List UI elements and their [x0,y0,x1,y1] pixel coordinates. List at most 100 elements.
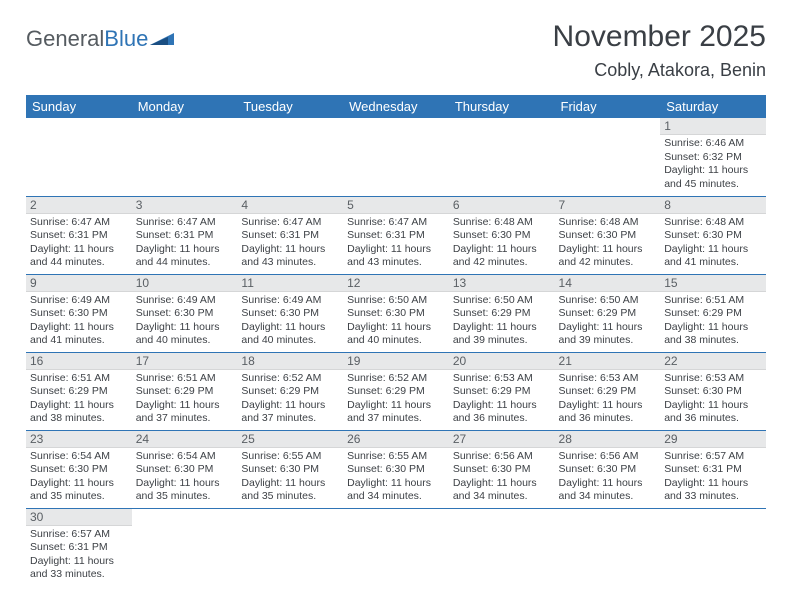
calendar-cell [132,118,238,196]
day-body: Sunrise: 6:54 AMSunset: 6:30 PMDaylight:… [132,448,238,507]
calendar-week-row: 16Sunrise: 6:51 AMSunset: 6:29 PMDayligh… [26,352,766,430]
sunrise-text: Sunrise: 6:49 AM [241,294,339,308]
calendar-cell: 21Sunrise: 6:53 AMSunset: 6:29 PMDayligh… [555,352,661,430]
sunrise-text: Sunrise: 6:56 AM [453,450,551,464]
daylight-text: Daylight: 11 hours and 39 minutes. [453,321,551,348]
day-body: Sunrise: 6:48 AMSunset: 6:30 PMDaylight:… [555,214,661,273]
calendar-cell: 27Sunrise: 6:56 AMSunset: 6:30 PMDayligh… [449,430,555,508]
calendar-cell: 5 Sunrise: 6:47 AMSunset: 6:31 PMDaylight… [343,196,449,274]
page-root: GeneralBlue November 2025 Cobly, Atakora… [0,0,792,606]
day-body: Sunrise: 6:46 AMSunset: 6:32 PMDaylight:… [660,135,766,194]
day-body: Sunrise: 6:57 AMSunset: 6:31 PMDaylight:… [660,448,766,507]
day-body: Sunrise: 6:50 AMSunset: 6:29 PMDaylight:… [449,292,555,351]
daylight-text: Daylight: 11 hours and 35 minutes. [30,477,128,504]
calendar-cell [343,118,449,196]
daylight-text: Daylight: 11 hours and 38 minutes. [30,399,128,426]
day-number: 3 [132,197,238,214]
day-number: 17 [132,353,238,370]
sunrise-text: Sunrise: 6:54 AM [30,450,128,464]
sunrise-text: Sunrise: 6:56 AM [559,450,657,464]
sunrise-text: Sunrise: 6:48 AM [559,216,657,230]
calendar-cell [237,118,343,196]
sunrise-text: Sunrise: 6:51 AM [136,372,234,386]
daylight-text: Daylight: 11 hours and 44 minutes. [30,243,128,270]
day-number: 5 [343,197,449,214]
sunrise-text: Sunrise: 6:53 AM [453,372,551,386]
sunrise-text: Sunrise: 6:50 AM [559,294,657,308]
calendar-cell [449,508,555,586]
daylight-text: Daylight: 11 hours and 45 minutes. [664,164,762,191]
sunset-text: Sunset: 6:30 PM [241,307,339,321]
day-body: Sunrise: 6:51 AMSunset: 6:29 PMDaylight:… [660,292,766,351]
sunset-text: Sunset: 6:29 PM [347,385,445,399]
day-body: Sunrise: 6:50 AMSunset: 6:30 PMDaylight:… [343,292,449,351]
sunset-text: Sunset: 6:31 PM [30,541,128,555]
calendar-cell [555,118,661,196]
col-friday: Friday [555,95,661,118]
day-body: Sunrise: 6:56 AMSunset: 6:30 PMDaylight:… [555,448,661,507]
calendar-cell [26,118,132,196]
daylight-text: Daylight: 11 hours and 36 minutes. [453,399,551,426]
daylight-text: Daylight: 11 hours and 40 minutes. [241,321,339,348]
daylight-text: Daylight: 11 hours and 37 minutes. [347,399,445,426]
sunrise-text: Sunrise: 6:52 AM [241,372,339,386]
sunrise-text: Sunrise: 6:50 AM [347,294,445,308]
calendar-table: Sunday Monday Tuesday Wednesday Thursday… [26,95,766,586]
calendar-week-row: 1Sunrise: 6:46 AMSunset: 6:32 PMDaylight… [26,118,766,196]
calendar-week-row: 23Sunrise: 6:54 AMSunset: 6:30 PMDayligh… [26,430,766,508]
sunrise-text: Sunrise: 6:47 AM [241,216,339,230]
day-body: Sunrise: 6:48 AMSunset: 6:30 PMDaylight:… [660,214,766,273]
day-number: 19 [343,353,449,370]
daylight-text: Daylight: 11 hours and 33 minutes. [30,555,128,582]
day-body: Sunrise: 6:54 AMSunset: 6:30 PMDaylight:… [26,448,132,507]
calendar-cell: 20Sunrise: 6:53 AMSunset: 6:29 PMDayligh… [449,352,555,430]
sunset-text: Sunset: 6:29 PM [241,385,339,399]
daylight-text: Daylight: 11 hours and 43 minutes. [347,243,445,270]
day-body: Sunrise: 6:53 AMSunset: 6:29 PMDaylight:… [449,370,555,429]
calendar-cell: 8Sunrise: 6:48 AMSunset: 6:30 PMDaylight… [660,196,766,274]
daylight-text: Daylight: 11 hours and 34 minutes. [453,477,551,504]
calendar-cell [237,508,343,586]
daylight-text: Daylight: 11 hours and 44 minutes. [136,243,234,270]
day-number: 25 [237,431,343,448]
day-number: 30 [26,509,132,526]
calendar-cell: 30Sunrise: 6:57 AMSunset: 6:31 PMDayligh… [26,508,132,586]
day-number: 10 [132,275,238,292]
sunrise-text: Sunrise: 6:47 AM [30,216,128,230]
title-block: November 2025 Cobly, Atakora, Benin [553,20,766,81]
daylight-text: Daylight: 11 hours and 41 minutes. [30,321,128,348]
sunset-text: Sunset: 6:30 PM [559,229,657,243]
sunset-text: Sunset: 6:31 PM [347,229,445,243]
day-number: 15 [660,275,766,292]
sunset-text: Sunset: 6:31 PM [241,229,339,243]
sunrise-text: Sunrise: 6:55 AM [347,450,445,464]
day-number: 9 [26,275,132,292]
day-number: 12 [343,275,449,292]
calendar-cell: 16Sunrise: 6:51 AMSunset: 6:29 PMDayligh… [26,352,132,430]
day-body: Sunrise: 6:52 AMSunset: 6:29 PMDaylight:… [343,370,449,429]
day-number: 8 [660,197,766,214]
calendar-cell: 17Sunrise: 6:51 AMSunset: 6:29 PMDayligh… [132,352,238,430]
sunset-text: Sunset: 6:30 PM [453,229,551,243]
day-number: 18 [237,353,343,370]
sunset-text: Sunset: 6:30 PM [453,463,551,477]
calendar-header-row: Sunday Monday Tuesday Wednesday Thursday… [26,95,766,118]
day-number: 24 [132,431,238,448]
sunrise-text: Sunrise: 6:51 AM [664,294,762,308]
calendar-cell: 12Sunrise: 6:50 AMSunset: 6:30 PMDayligh… [343,274,449,352]
calendar-cell: 24Sunrise: 6:54 AMSunset: 6:30 PMDayligh… [132,430,238,508]
calendar-cell: 2Sunrise: 6:47 AMSunset: 6:31 PMDaylight… [26,196,132,274]
sunrise-text: Sunrise: 6:47 AM [136,216,234,230]
calendar-cell: 6Sunrise: 6:48 AMSunset: 6:30 PMDaylight… [449,196,555,274]
page-header: GeneralBlue November 2025 Cobly, Atakora… [26,20,766,81]
calendar-cell: 4Sunrise: 6:47 AMSunset: 6:31 PMDaylight… [237,196,343,274]
daylight-text: Daylight: 11 hours and 40 minutes. [347,321,445,348]
col-tuesday: Tuesday [237,95,343,118]
calendar-week-row: 2Sunrise: 6:47 AMSunset: 6:31 PMDaylight… [26,196,766,274]
day-number: 1 [660,118,766,135]
sunrise-text: Sunrise: 6:47 AM [347,216,445,230]
sunrise-text: Sunrise: 6:52 AM [347,372,445,386]
day-body: Sunrise: 6:48 AMSunset: 6:30 PMDaylight:… [449,214,555,273]
col-wednesday: Wednesday [343,95,449,118]
daylight-text: Daylight: 11 hours and 35 minutes. [136,477,234,504]
